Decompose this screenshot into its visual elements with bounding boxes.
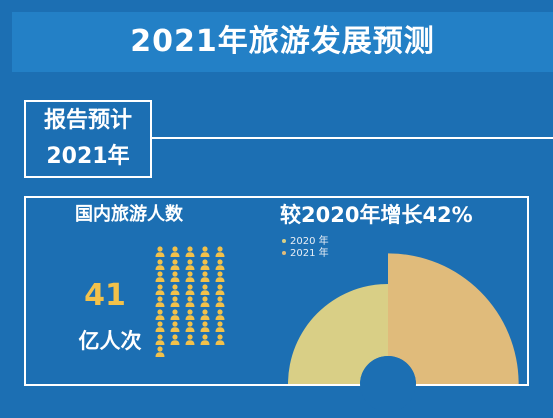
- legend-dot-2020: [282, 239, 286, 243]
- legend-item-2020: 2020 年: [282, 235, 329, 249]
- person-icon: [185, 246, 195, 257]
- person-icon: [215, 258, 225, 270]
- person-icon: [170, 258, 180, 270]
- person-icon: [215, 283, 225, 295]
- people-icon-grid: [155, 246, 230, 386]
- report-line-1: 报告预计: [43, 108, 132, 133]
- person-icon: [185, 296, 195, 307]
- person-icon: [170, 246, 180, 257]
- person-icon: [170, 321, 180, 332]
- person-icon: [185, 308, 195, 320]
- person-icon: [170, 333, 180, 345]
- person-icon: [185, 321, 195, 332]
- person-icon: [155, 296, 165, 307]
- person-icon: [155, 246, 165, 257]
- person-icon: [200, 258, 210, 270]
- domestic-tourists-label: 国内旅游人数: [75, 204, 183, 225]
- person-icon: [200, 283, 210, 295]
- tourist-unit: 亿人次: [78, 329, 142, 353]
- legend-item-2021: 2021 年: [282, 247, 329, 261]
- person-icon: [215, 308, 225, 320]
- report-line-2: 2021年: [46, 144, 130, 169]
- info-panel: [24, 196, 529, 386]
- person-icon: [200, 271, 210, 282]
- person-icon: [185, 258, 195, 270]
- person-icon: [200, 321, 210, 332]
- report-box: 报告预计 2021年: [24, 100, 152, 178]
- tourist-count: 41: [84, 278, 126, 313]
- page-title: 2021年旅游发展预测: [130, 24, 435, 59]
- person-icon: [170, 308, 180, 320]
- person-icon: [155, 308, 165, 320]
- person-icon: [215, 246, 225, 257]
- person-icon: [215, 321, 225, 332]
- person-icon: [215, 333, 225, 345]
- legend-label-2020: 2020 年: [290, 236, 329, 247]
- person-icon: [155, 271, 165, 282]
- person-icon: [170, 296, 180, 307]
- person-icon: [200, 246, 210, 257]
- growth-label: 较2020年增长42%: [280, 203, 473, 227]
- person-icon: [155, 346, 165, 357]
- person-icon: [155, 258, 165, 270]
- title-banner: 2021年旅游发展预测: [12, 12, 553, 72]
- chart-legend: 2020 年 2021 年: [282, 235, 382, 267]
- legend-label-2021: 2021 年: [290, 248, 329, 259]
- person-icon: [185, 271, 195, 282]
- person-icon: [200, 296, 210, 307]
- legend-dot-2021: [282, 251, 286, 255]
- person-icon: [200, 308, 210, 320]
- person-icon: [215, 296, 225, 307]
- person-icon: [155, 321, 165, 332]
- person-icon: [185, 283, 195, 295]
- person-icon: [155, 283, 165, 295]
- person-icon: [200, 333, 210, 345]
- person-icon: [155, 333, 165, 345]
- header-divider: [150, 137, 553, 139]
- person-icon: [185, 333, 195, 345]
- person-icon: [170, 271, 180, 282]
- person-icon: [170, 283, 180, 295]
- person-icon: [215, 271, 225, 282]
